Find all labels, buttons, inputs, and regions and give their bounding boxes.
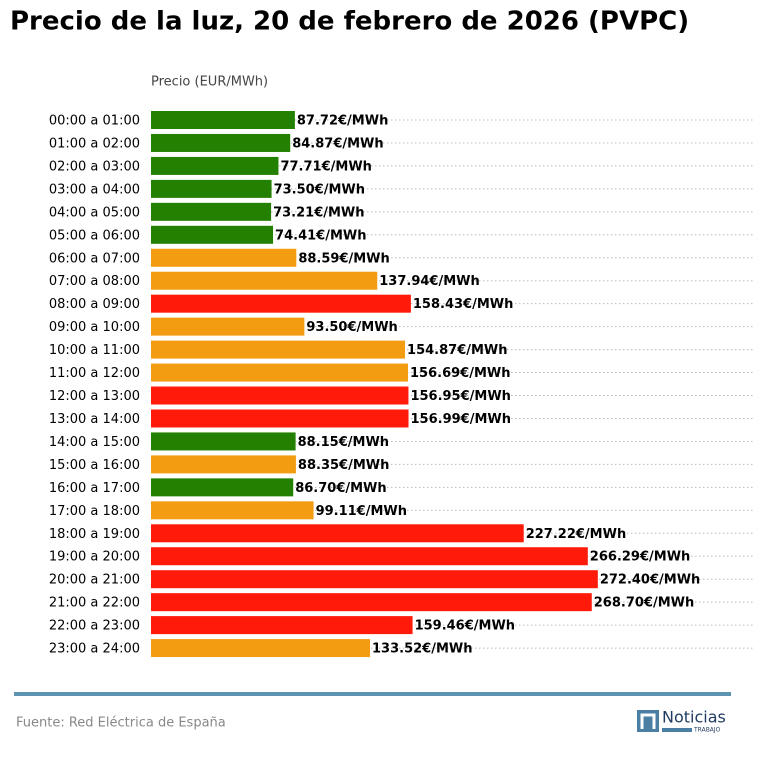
y-tick-label: 04:00 a 05:00 — [49, 205, 140, 220]
value-label: 84.87€/MWh — [292, 136, 383, 151]
bar — [151, 639, 371, 658]
bar — [151, 616, 413, 635]
bar — [151, 317, 305, 336]
value-label: 133.52€/MWh — [372, 642, 473, 657]
y-tick-label: 22:00 a 23:00 — [49, 619, 140, 634]
logo-glyph — [640, 713, 656, 729]
value-label: 86.70€/MWh — [295, 481, 386, 496]
bar — [151, 179, 272, 198]
value-label: 272.40€/MWh — [600, 573, 701, 588]
value-label: 156.69€/MWh — [410, 366, 511, 381]
logo: Noticias TRABAJO — [637, 708, 726, 734]
value-label: 266.29€/MWh — [590, 550, 691, 565]
y-tick-label: 05:00 a 06:00 — [49, 228, 140, 243]
value-label: 154.87€/MWh — [407, 343, 508, 358]
value-label: 156.95€/MWh — [410, 389, 511, 404]
value-label: 99.11€/MWh — [316, 504, 407, 519]
bar — [151, 363, 409, 382]
value-label: 88.59€/MWh — [298, 251, 389, 266]
y-tick-label: 06:00 a 07:00 — [49, 251, 140, 266]
value-label: 159.46€/MWh — [415, 619, 516, 634]
bar — [151, 547, 588, 566]
y-tick-label: 08:00 a 09:00 — [49, 297, 140, 312]
y-tick-label: 19:00 a 20:00 — [49, 550, 140, 565]
bar — [151, 248, 297, 267]
y-tick-label: 00:00 a 01:00 — [49, 114, 140, 129]
bar — [151, 294, 411, 313]
axis-label: Precio (EUR/MWh) — [151, 75, 268, 90]
bar — [151, 133, 291, 152]
bar — [151, 524, 524, 543]
bar — [151, 432, 296, 451]
y-tick-label: 21:00 a 22:00 — [49, 596, 140, 611]
value-label: 88.15€/MWh — [298, 435, 389, 450]
value-label: 268.70€/MWh — [594, 596, 695, 611]
bar — [151, 386, 409, 405]
value-label: 73.21€/MWh — [273, 205, 364, 220]
bar — [151, 570, 598, 589]
chart-title: Precio de la luz, 20 de febrero de 2026 … — [10, 7, 689, 37]
bar — [151, 156, 279, 175]
y-tick-label: 16:00 a 17:00 — [49, 481, 140, 496]
bar — [151, 593, 592, 612]
y-tick-label: 11:00 a 12:00 — [49, 366, 140, 381]
value-label: 227.22€/MWh — [526, 527, 627, 542]
value-label: 77.71€/MWh — [280, 159, 371, 174]
value-label: 88.35€/MWh — [298, 458, 389, 473]
bar — [151, 202, 272, 221]
bar — [151, 478, 294, 497]
value-label: 137.94€/MWh — [379, 274, 480, 289]
value-label: 87.72€/MWh — [297, 114, 388, 129]
logo-name: Noticias — [662, 708, 726, 727]
y-tick-label: 07:00 a 08:00 — [49, 274, 140, 289]
y-tick-label: 03:00 a 04:00 — [49, 182, 140, 197]
logo-bar — [662, 728, 692, 732]
value-label: 74.41€/MWh — [275, 228, 366, 243]
bar — [151, 225, 274, 244]
y-tick-label: 02:00 a 03:00 — [49, 159, 140, 174]
logo-sub: TRABAJO — [693, 727, 721, 734]
y-tick-label: 01:00 a 02:00 — [49, 136, 140, 151]
value-label: 156.99€/MWh — [411, 412, 512, 427]
value-label: 93.50€/MWh — [306, 320, 397, 335]
bar — [151, 111, 295, 129]
y-tick-label: 12:00 a 13:00 — [49, 389, 140, 404]
logo-icon — [637, 710, 659, 732]
y-tick-label: 10:00 a 11:00 — [49, 343, 140, 358]
y-tick-label: 13:00 a 14:00 — [49, 412, 140, 427]
bar — [151, 340, 406, 359]
bar — [151, 271, 378, 290]
y-tick-label: 14:00 a 15:00 — [49, 435, 140, 450]
value-label: 73.50€/MWh — [274, 182, 365, 197]
y-tick-label: 20:00 a 21:00 — [49, 573, 140, 588]
y-tick-label: 09:00 a 10:00 — [49, 320, 140, 335]
y-tick-label: 23:00 a 24:00 — [49, 642, 140, 657]
y-tick-label: 18:00 a 19:00 — [49, 527, 140, 542]
bar — [151, 409, 409, 428]
value-label: 158.43€/MWh — [413, 297, 514, 312]
bar — [151, 455, 296, 474]
y-tick-label: 17:00 a 18:00 — [49, 504, 140, 519]
bar — [151, 501, 314, 520]
source: Fuente: Red Eléctrica de España — [16, 716, 226, 731]
y-tick-label: 15:00 a 16:00 — [49, 458, 140, 473]
